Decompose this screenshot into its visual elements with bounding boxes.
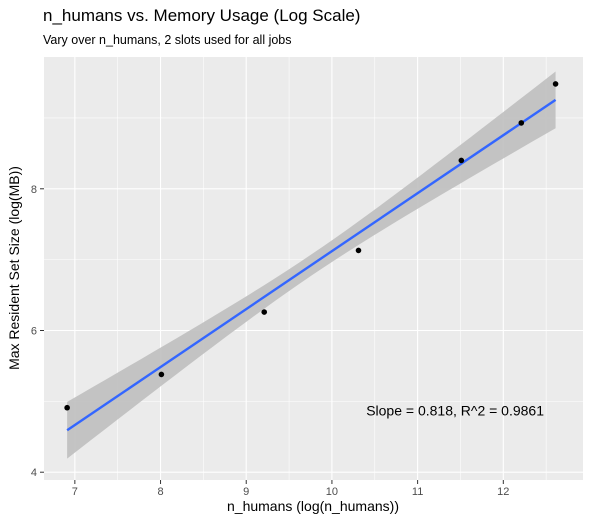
regression-line (66, 98, 557, 432)
y-tick-label: 6 (31, 325, 37, 337)
x-tick-label: 11 (412, 486, 423, 498)
x-tick-label: 9 (243, 486, 249, 498)
x-tick-label: 10 (326, 486, 338, 498)
y-axis-title: Max Resident Set Size (log(MB)) (6, 166, 22, 370)
chart-subtitle: Vary over n_humans, 2 slots used for all… (43, 33, 292, 47)
x-tick-label: 7 (72, 486, 78, 498)
fit-line-layer (66, 98, 557, 432)
axis-ticks: 7 8 9 10 11 12 4 6 8 (31, 184, 510, 498)
x-tick-label: 8 (157, 486, 163, 498)
grid-lines (44, 57, 583, 480)
data-point (518, 120, 525, 126)
data-point (261, 309, 268, 315)
data-point (458, 157, 465, 164)
y-tick-label: 8 (31, 184, 37, 196)
data-point (64, 404, 70, 411)
y-tick-label: 4 (31, 467, 37, 479)
data-point (355, 247, 362, 254)
chart-title: n_humans vs. Memory Usage (Log Scale) (43, 6, 360, 25)
fit-annotation: Slope = 0.818, R^2 = 0.9861 (366, 403, 544, 419)
x-tick-label: 12 (497, 486, 509, 498)
x-axis-title: n_humans (log(n_humans)) (227, 498, 399, 514)
data-points (64, 81, 559, 411)
data-point (158, 371, 165, 378)
data-point (552, 81, 559, 87)
